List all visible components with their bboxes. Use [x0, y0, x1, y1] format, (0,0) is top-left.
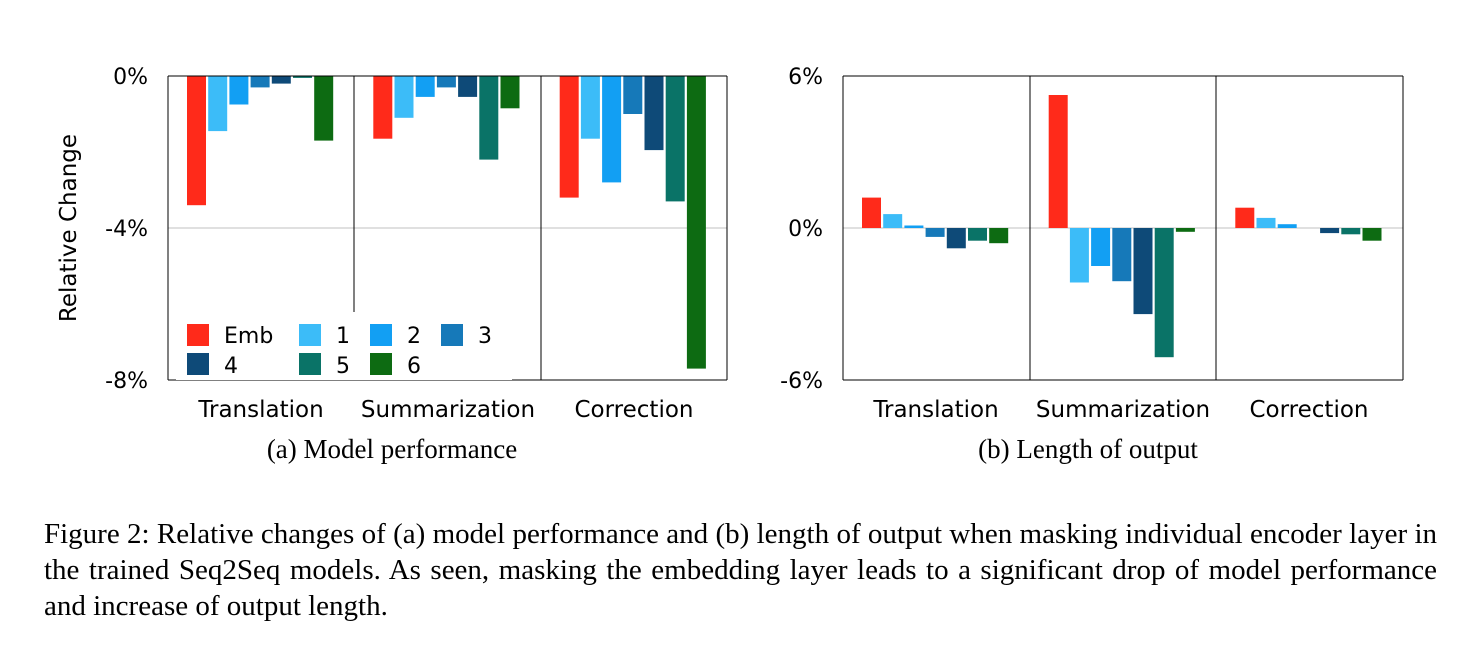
- chart-b-frame: [842, 75, 1404, 381]
- chart-a-bar-summarization-1: [394, 76, 414, 118]
- chart-a-frame: [167, 75, 728, 381]
- chart-b-bar-correction-5: [1341, 228, 1361, 235]
- chart-a-bar-correction-1: [580, 76, 600, 139]
- chart-a-bar-translation-emb: [187, 76, 206, 206]
- chart-b-bar-summarization-6: [1175, 228, 1195, 232]
- figure-caption: Figure 2: Relative changes of (a) model …: [44, 518, 1437, 622]
- legend-swatch-4: [187, 353, 209, 375]
- legend-label-6: 6: [407, 354, 421, 379]
- chart-a-ytick-1: -4%: [105, 217, 148, 242]
- chart-b-ytick-1: 0%: [788, 217, 823, 242]
- chart-b-xtick-0: Translation: [872, 397, 998, 423]
- chart-a-bar-translation-1: [208, 76, 228, 132]
- chart-a-bar-correction-emb: [559, 76, 579, 198]
- chart-b-subtitle: (b) Length of output: [978, 434, 1198, 464]
- chart-a-bar-correction-5: [665, 76, 685, 202]
- chart-a-ytick-2: -8%: [105, 369, 148, 394]
- chart-a-bar-summarization-4: [458, 76, 478, 97]
- chart-b-bar-translation-5: [968, 228, 987, 241]
- chart-b-xtick-1: Summarization: [1036, 397, 1210, 423]
- chart-b-bar-translation-emb: [862, 197, 881, 228]
- legend-swatch-5: [299, 353, 321, 375]
- chart-a-xtick-1: Summarization: [361, 397, 535, 423]
- chart-a-legend: Emb 1 2 3 4 5 6: [176, 312, 512, 380]
- chart-a-bar-translation-4: [271, 76, 291, 84]
- chart-a-bar-correction-2: [602, 76, 622, 183]
- chart-a-xtick-2: Correction: [575, 397, 694, 423]
- chart-a-bar-correction-3: [623, 76, 643, 114]
- legend-swatch-2: [370, 324, 392, 346]
- chart-a-bars: [187, 76, 706, 369]
- chart-b-ytick-0: 6%: [788, 65, 823, 90]
- legend-swatch-6: [370, 353, 392, 375]
- chart-a-bar-translation-6: [314, 76, 334, 141]
- chart-b-bar-translation-3: [925, 228, 945, 237]
- chart-a-ylabel: Relative Change: [56, 134, 82, 322]
- chart-b-bar-summarization-2: [1091, 228, 1111, 266]
- chart-a-xtick-0: Translation: [197, 397, 323, 423]
- chart-b-bar-summarization-3: [1112, 228, 1132, 282]
- legend-swatch-1: [299, 324, 321, 346]
- chart-a-bar-translation-5: [293, 76, 312, 78]
- chart-a-subtitle: (a) Model performance: [267, 434, 517, 464]
- legend-swatch-emb: [187, 324, 209, 346]
- chart-b-bar-summarization-4: [1133, 228, 1153, 315]
- chart-a: 0% -4% -8% Relative Change Translation S…: [56, 65, 728, 464]
- chart-a-bar-summarization-2: [415, 76, 435, 97]
- chart-b-bars: [862, 95, 1382, 358]
- legend-label-emb: Emb: [224, 324, 273, 349]
- chart-b-bar-summarization-5: [1154, 228, 1174, 358]
- legend-swatch-3: [441, 324, 463, 346]
- chart-a-bar-translation-2: [229, 76, 249, 105]
- chart-a-bar-translation-3: [250, 76, 270, 88]
- chart-a-bar-summarization-5: [479, 76, 499, 160]
- legend-label-1: 1: [336, 324, 350, 349]
- legend-label-3: 3: [478, 324, 492, 349]
- chart-a-bar-correction-6: [686, 76, 706, 369]
- chart-b-bar-translation-1: [883, 214, 903, 228]
- chart-a-ytick-0: 0%: [113, 65, 148, 90]
- chart-b: 6% 0% -6% Translation Summarization Corr…: [780, 65, 1404, 464]
- chart-b-bar-correction-1: [1256, 217, 1276, 228]
- legend-label-4: 4: [224, 354, 238, 379]
- chart-b-ytick-2: -6%: [780, 369, 823, 394]
- chart-b-bar-correction-emb: [1235, 207, 1255, 228]
- chart-b-bar-translation-2: [904, 225, 924, 228]
- chart-b-bar-correction-2: [1277, 224, 1297, 228]
- chart-a-bar-summarization-emb: [373, 76, 393, 139]
- chart-b-bar-summarization-1: [1069, 228, 1089, 283]
- legend-label-2: 2: [407, 324, 421, 349]
- chart-b-xtick-2: Correction: [1250, 397, 1369, 423]
- chart-b-bar-translation-4: [946, 228, 966, 249]
- chart-a-bar-summarization-3: [436, 76, 456, 88]
- chart-b-bar-translation-6: [989, 228, 1009, 244]
- figure: 0% -4% -8% Relative Change Translation S…: [56, 65, 1404, 464]
- chart-a-bar-summarization-6: [500, 76, 520, 109]
- chart-b-bar-correction-6: [1362, 228, 1382, 241]
- legend-label-5: 5: [336, 354, 350, 379]
- chart-b-bar-summarization-emb: [1048, 95, 1068, 228]
- chart-b-bar-correction-4: [1320, 228, 1340, 234]
- chart-a-bar-correction-4: [644, 76, 664, 151]
